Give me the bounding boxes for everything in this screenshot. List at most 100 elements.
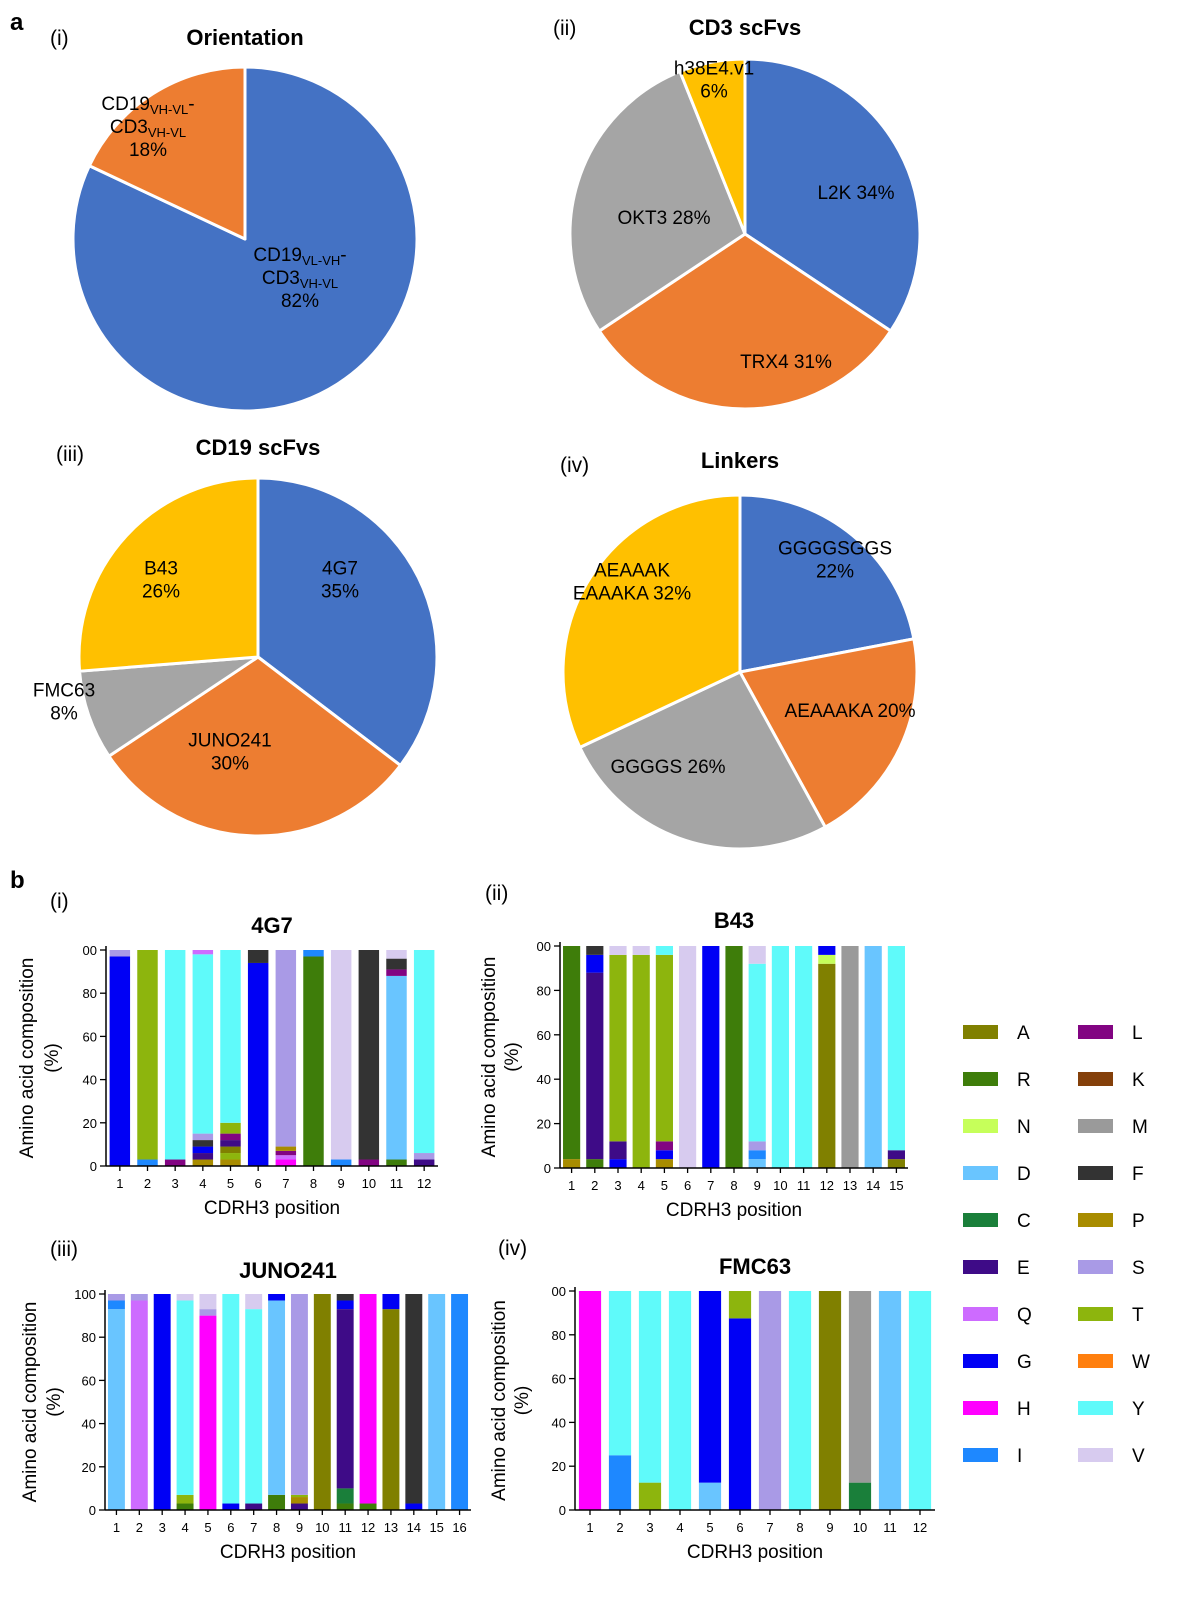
chart-title: 4G7: [251, 913, 293, 938]
slice-label: 26%: [142, 582, 180, 603]
slice-label-subscript: VH-VL: [300, 276, 338, 291]
subpanel-label: (iii): [50, 1238, 78, 1261]
y-axis-title: Amino acid composition: [489, 1300, 510, 1501]
bar-segment-V: [748, 946, 766, 964]
bar-segment-C: [336, 1488, 354, 1504]
legend-label-W: W: [1132, 1352, 1150, 1373]
slice-label-part: 82%: [281, 291, 319, 312]
bar-segment-V: [679, 946, 697, 1168]
bar-segment-L: [164, 1159, 186, 1166]
x-tick-label: 11: [338, 1520, 352, 1535]
bar-segment-Y: [164, 950, 186, 1160]
bar-segment-G: [609, 1159, 627, 1168]
x-tick-label: 11: [883, 1520, 897, 1535]
bar-segment-E: [887, 1150, 905, 1160]
legend-label-T: T: [1132, 1305, 1144, 1326]
legend-swatch-L: [1078, 1025, 1113, 1039]
y-tick-label: 0: [559, 1503, 566, 1518]
legend-label-A: A: [1017, 1023, 1030, 1044]
x-tick-label: 5: [661, 1178, 668, 1193]
bar-segment-D: [698, 1482, 722, 1511]
slice-label-part: h38E4.v1: [674, 59, 754, 80]
bar-segment-Q: [192, 950, 214, 955]
subpanel-label: (ii): [553, 17, 576, 40]
bar-segment-V: [176, 1294, 194, 1301]
bar-segment-V: [386, 950, 407, 959]
x-tick-label: 13: [384, 1520, 398, 1535]
legend-swatch-D: [963, 1166, 998, 1180]
bar-segment-D: [748, 1159, 766, 1168]
bar-segment-R: [563, 946, 581, 1160]
bar-segment-G: [728, 1318, 752, 1511]
x-tick-label: 6: [736, 1520, 743, 1535]
x-tick-label: 12: [913, 1520, 927, 1535]
x-tick-label: 2: [591, 1178, 598, 1193]
bar-segment-Y: [795, 946, 813, 1168]
bar-segment-E: [413, 1159, 435, 1166]
chart-title: CD3 scFvs: [689, 15, 802, 40]
bar-segment-Y: [608, 1291, 632, 1456]
bar-segment-Y: [908, 1291, 932, 1510]
x-tick-label: 14: [407, 1520, 421, 1535]
bar-segment-S: [413, 1153, 435, 1160]
bar-segment-T: [632, 954, 650, 1168]
slice-label: CD3VH-VL: [262, 268, 338, 291]
pie-slice: [107, 655, 402, 838]
slice-label: 22%: [816, 562, 854, 583]
slice-label: TRX4 31%: [740, 352, 832, 373]
bar-segment-L: [358, 1159, 380, 1166]
bar-segment-A: [220, 1146, 241, 1154]
slice-label-part: AEAAAKA 20%: [785, 701, 916, 722]
y-tick-label: 60: [537, 1028, 551, 1043]
slice-label: 18%: [129, 140, 167, 161]
y-tick-label: 40: [83, 1073, 97, 1088]
bar-segment-S: [130, 1294, 148, 1301]
legend-swatch-F: [1078, 1166, 1113, 1180]
x-tick-label: 7: [766, 1520, 773, 1535]
bar-segment-R: [359, 1503, 377, 1510]
pie-chart-a-i: (i) OrientationCD19VL-VH-CD3VH-VL82%CD19V…: [50, 25, 419, 413]
bar-segment-F: [358, 950, 380, 1160]
slice-label-part: B43: [144, 559, 178, 580]
bar-segment-I: [608, 1455, 632, 1510]
slice-label: OKT3 28%: [618, 208, 711, 229]
y-tick-label: 60: [83, 1029, 97, 1044]
subpanel-label: (ii): [485, 882, 508, 905]
bar-segment-T: [137, 950, 158, 1160]
bar-segment-D: [864, 946, 882, 1168]
x-tick-label: 6: [684, 1178, 691, 1193]
bar-segment-S: [748, 1141, 766, 1151]
bar-segment-S: [192, 1133, 214, 1141]
x-tick-label: 4: [181, 1520, 188, 1535]
x-tick-label: 8: [310, 1176, 317, 1191]
bar-segment-E: [609, 1141, 627, 1160]
legend-label-D: D: [1017, 1164, 1031, 1185]
legend-swatch-H: [963, 1401, 998, 1415]
legend-label-I: I: [1017, 1446, 1022, 1467]
y-tick-label: 100: [74, 1287, 96, 1302]
panel-letter-a: a: [10, 9, 24, 36]
legend-label-R: R: [1017, 1070, 1031, 1091]
bar-segment-E: [192, 1153, 214, 1160]
legend-swatch-E: [963, 1260, 998, 1274]
slice-label-part: AEAAAK: [594, 561, 670, 582]
chart-title: CD19 scFvs: [196, 435, 321, 460]
slice-label: h38E4.v1: [674, 59, 754, 80]
bar-segment-V: [199, 1294, 217, 1310]
x-axis-title: CDRH3 position: [204, 1198, 340, 1219]
legend-swatch-A: [963, 1025, 998, 1039]
slice-label-part: -: [188, 94, 194, 115]
bar-segment-R: [176, 1503, 194, 1510]
legend-label-E: E: [1017, 1258, 1030, 1279]
slice-label-part: GGGGS 26%: [610, 757, 725, 778]
bar-segment-D: [428, 1294, 446, 1510]
bar-segment-H: [578, 1291, 602, 1510]
slice-label-part: 6%: [700, 82, 728, 103]
bar-segment-L: [386, 969, 407, 976]
bar-segment-T: [290, 1494, 308, 1498]
legend-swatch-K: [1078, 1072, 1113, 1086]
slice-label-part: JUNO241: [188, 731, 271, 752]
slice-label: AEAAAKA 20%: [785, 701, 916, 722]
